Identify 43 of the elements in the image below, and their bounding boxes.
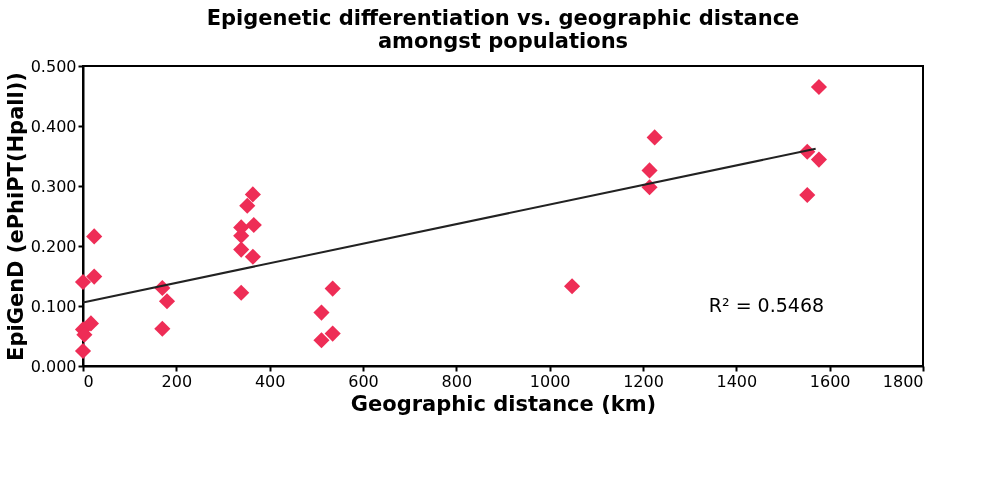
point [239, 197, 256, 214]
y-tick-label: 0.300 [30, 176, 77, 196]
chart-title: Epigenetic differentiation vs. geographic distance amongst populations [206, 6, 800, 53]
x-tick-label: 400 [254, 371, 286, 391]
point [74, 273, 92, 291]
x-axis-title: Geographic distance (km) [350, 391, 657, 416]
point [324, 280, 341, 297]
point [154, 320, 171, 337]
point [233, 284, 250, 301]
point [313, 332, 330, 349]
point [86, 268, 103, 285]
point [233, 241, 250, 258]
x-tick-label: 1800 [882, 371, 924, 391]
point [646, 129, 663, 146]
x-tick-label: 600 [348, 371, 379, 391]
point [641, 162, 658, 179]
y-tick-label: 0.500 [30, 56, 77, 76]
y-axis-title: EpiGenD (ePhiPT(Hpall)) [3, 72, 28, 361]
x-tick-label: 1000 [529, 371, 571, 391]
point [799, 186, 816, 204]
y-tick-label: 0.000 [30, 356, 77, 376]
point [244, 186, 261, 203]
point [82, 315, 99, 332]
x-tick-label: 1200 [623, 371, 664, 391]
x-tick-label: 800 [441, 371, 473, 391]
point [74, 342, 92, 360]
point [244, 248, 261, 265]
y-tick-label: 0.400 [30, 116, 77, 136]
y-tick-label: 0.200 [30, 236, 77, 256]
y-tick-label: 0.100 [30, 296, 77, 316]
point [86, 228, 103, 245]
point [810, 78, 827, 96]
point [810, 151, 827, 168]
x-tick-label: 1400 [716, 371, 758, 391]
point [158, 293, 176, 310]
x-tick-label: 200 [161, 371, 193, 391]
annotation: R² = 0.5468 [708, 294, 825, 316]
x-tick-label: 0 [83, 371, 94, 391]
point [324, 325, 341, 342]
point [245, 216, 262, 234]
x-tick-label: 1600 [809, 371, 851, 391]
point [564, 278, 581, 295]
point [313, 304, 330, 321]
